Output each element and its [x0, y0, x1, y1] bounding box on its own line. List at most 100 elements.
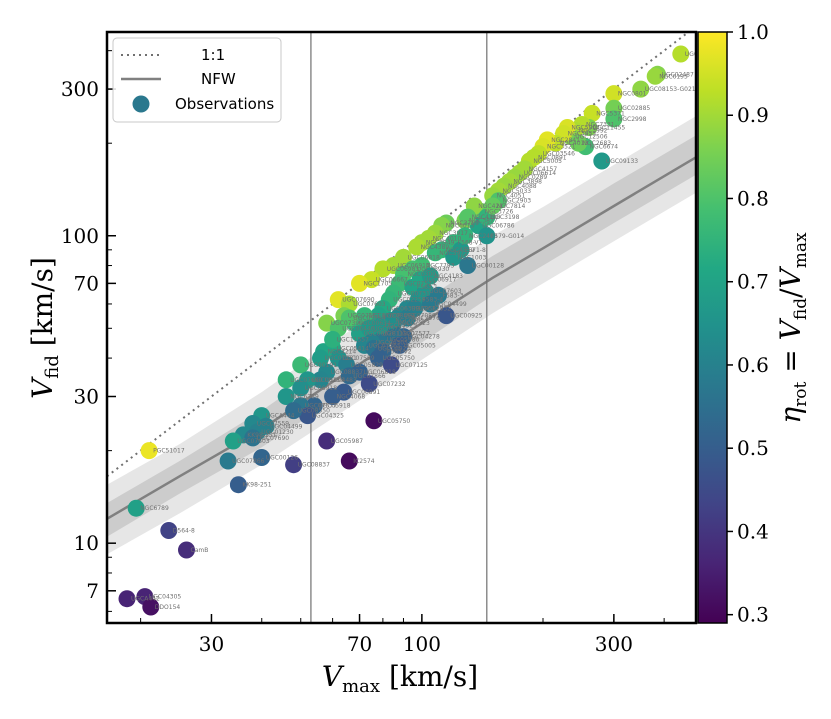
data-point [365, 412, 383, 430]
x-tick-label: 70 [347, 632, 372, 656]
data-point-label: UGC07690 [290, 377, 323, 384]
data-point-label: UGC02259 [393, 297, 426, 304]
data-point-label: NGC4068 [337, 394, 366, 401]
colorbar-tick-label: 0.3 [737, 603, 769, 627]
data-point [340, 309, 358, 327]
data-point [391, 336, 408, 354]
data-point [292, 356, 310, 374]
data-point-label: UGC07603 [353, 301, 386, 308]
data-point [426, 244, 444, 262]
data-point [253, 449, 271, 466]
data-point-label: UGC02487 [662, 71, 695, 78]
data-point-label: NGC0289 [519, 174, 548, 181]
data-point-label: NGC4088 [508, 183, 537, 190]
x-axis-title: Vmax [km/s] [322, 660, 478, 697]
data-point [118, 590, 136, 608]
data-point-label: NGC4013 [560, 140, 589, 147]
data-point-label: UGC08153-G021 [645, 86, 696, 93]
data-point-label: UGC11820 [383, 331, 416, 338]
data-point-label: NGC3769 [450, 220, 479, 227]
data-point-label: NGC3972 [439, 250, 468, 257]
data-point-label: F568-V1 [458, 240, 483, 247]
data-point-label: NGC0801 [618, 91, 647, 98]
data-point-label: NGC1003 [458, 254, 487, 261]
data-point-label: F571-8 [465, 247, 486, 254]
data-point [312, 349, 329, 367]
y-tick-label: 10 [74, 531, 99, 555]
data-point-label: IC2574 [353, 458, 374, 465]
data-point-label: UGC07559 [257, 421, 290, 428]
data-point-label: UGC01230 [261, 429, 294, 436]
data-point-label: UGC07866 [232, 458, 265, 465]
data-point-label: UGC00126 [266, 455, 299, 462]
legend-box [112, 37, 282, 123]
y-axis-ticks: 7 10 30 70 100 300 [61, 50, 116, 612]
data-point-label: NGC6674 [590, 144, 619, 151]
data-point-label: UGC05414 [337, 345, 370, 352]
data-point [372, 317, 390, 335]
data-point-label: F579-G014 [491, 233, 525, 240]
data-point-label: UGC06786 [482, 223, 515, 230]
data-point-label: UGC05005 [404, 342, 437, 349]
data-point-label: NGC0891 [538, 154, 567, 161]
y-axis-title: Vfid [km/s] [26, 257, 63, 399]
data-point-label: UGC07323 [398, 320, 431, 327]
legend-1to1-label: 1:1 [201, 46, 225, 64]
data-point-label: UGC05829 [351, 362, 384, 369]
data-point-label: NGC2683 [583, 140, 612, 147]
data-point-label: UGC06614 [524, 170, 557, 177]
data-point-label: UGC11455 [593, 125, 626, 132]
colorbar-tick-label: 0.5 [737, 436, 769, 460]
data-point-label: UGC08837 [331, 369, 364, 376]
data-point-label: UGC03546 [543, 151, 576, 158]
data-point-label: NGC4559 [446, 247, 475, 254]
legend: 1:1 NFW Observations [112, 37, 282, 123]
data-point-label: UGC08837 [298, 462, 331, 469]
data-point [456, 227, 474, 245]
data-point [178, 541, 195, 559]
data-point [398, 309, 416, 327]
data-point [478, 227, 496, 245]
data-point-label: D564-8 [173, 528, 195, 535]
data-point [142, 598, 160, 616]
data-point [324, 388, 342, 405]
data-point-label: KK98-251 [242, 482, 271, 489]
data-point-label: NGC1705 [364, 280, 393, 287]
data-point-label: NGC4214 [328, 349, 357, 356]
data-point-label: F583-4 [422, 297, 443, 304]
y-tick-label: 300 [61, 77, 99, 101]
data-point-label: UGC09133 [606, 158, 639, 165]
data-point-label: F565-V2 [387, 349, 412, 356]
data-point-label: UGC00634 [359, 320, 392, 327]
data-point-label: UGC06399 [387, 306, 420, 313]
data-point-label: UGCA442 [131, 596, 160, 603]
data-point-label: NGC3877 [469, 218, 498, 225]
colorbar-tick-label: 1.0 [737, 20, 769, 44]
data-point-label: UGC04325 [385, 323, 418, 330]
data-point-label: UGC07399 [331, 320, 364, 327]
data-point-label: NGC6015 [446, 223, 475, 230]
data-point [459, 257, 477, 274]
data-point [244, 429, 262, 447]
data-point [408, 238, 426, 256]
data-point [340, 367, 358, 385]
colorbar-tick-label: 0.4 [737, 519, 769, 543]
data-point [160, 522, 178, 539]
colorbar-tick-label: 0.8 [737, 186, 769, 210]
data-point-label: NGC2976 [411, 315, 440, 322]
data-point-label: UGC07603 [237, 438, 269, 445]
data-point [459, 208, 477, 226]
data-point-label: NGC4183 [434, 273, 463, 280]
data-point-label: NGC2903 [503, 198, 532, 205]
data-point-label: UGC07524 [404, 280, 437, 287]
colorbar-tick-label: 0.9 [737, 103, 769, 127]
data-point-label: UGC07089 [404, 313, 437, 320]
data-point-label: UGC07125 [395, 362, 428, 369]
data-point-label: UGC04305 [149, 594, 182, 601]
data-point-label: UGC05750 [378, 418, 411, 425]
data-point [127, 499, 145, 517]
data-point-label: UGC06923 [378, 345, 411, 352]
data-point [593, 152, 611, 170]
data-point-label: F583-3 [443, 292, 464, 299]
